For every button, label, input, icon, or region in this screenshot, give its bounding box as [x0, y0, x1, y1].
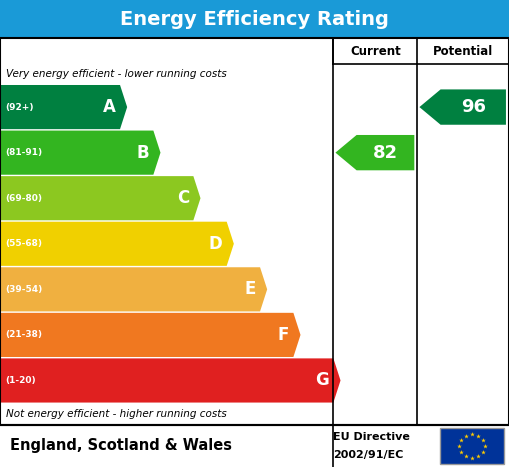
- Text: (55-68): (55-68): [5, 239, 42, 248]
- Text: 2002/91/EC: 2002/91/EC: [333, 450, 404, 460]
- Bar: [0, 38, 509, 425]
- Text: F: F: [278, 326, 289, 344]
- Text: D: D: [209, 235, 222, 253]
- Text: England, Scotland & Wales: England, Scotland & Wales: [10, 439, 232, 453]
- Text: (92+): (92+): [5, 103, 34, 112]
- Text: E: E: [245, 280, 256, 298]
- Polygon shape: [0, 176, 201, 220]
- Text: (21-38): (21-38): [5, 331, 42, 340]
- Polygon shape: [0, 313, 300, 357]
- Text: (81-91): (81-91): [5, 148, 42, 157]
- Polygon shape: [0, 267, 267, 311]
- Text: Energy Efficiency Rating: Energy Efficiency Rating: [120, 10, 389, 28]
- Text: EU Directive: EU Directive: [333, 432, 410, 442]
- Text: (69-80): (69-80): [5, 194, 42, 203]
- Text: C: C: [177, 189, 189, 207]
- Text: B: B: [136, 144, 149, 162]
- Text: Not energy efficient - higher running costs: Not energy efficient - higher running co…: [6, 410, 227, 419]
- Polygon shape: [0, 222, 234, 266]
- Text: Potential: Potential: [433, 45, 493, 57]
- Text: A: A: [103, 98, 116, 116]
- Bar: [0, 0, 509, 38]
- Polygon shape: [419, 89, 506, 125]
- Text: 82: 82: [373, 144, 398, 162]
- Text: Very energy efficient - lower running costs: Very energy efficient - lower running co…: [6, 70, 227, 79]
- Polygon shape: [0, 131, 160, 175]
- Polygon shape: [0, 358, 341, 403]
- Text: 96: 96: [461, 98, 486, 116]
- Bar: [440, 428, 504, 464]
- Polygon shape: [0, 85, 127, 129]
- Text: Current: Current: [350, 45, 401, 57]
- Text: G: G: [316, 371, 329, 389]
- Text: (1-20): (1-20): [5, 376, 36, 385]
- Text: (39-54): (39-54): [5, 285, 42, 294]
- Polygon shape: [335, 135, 414, 170]
